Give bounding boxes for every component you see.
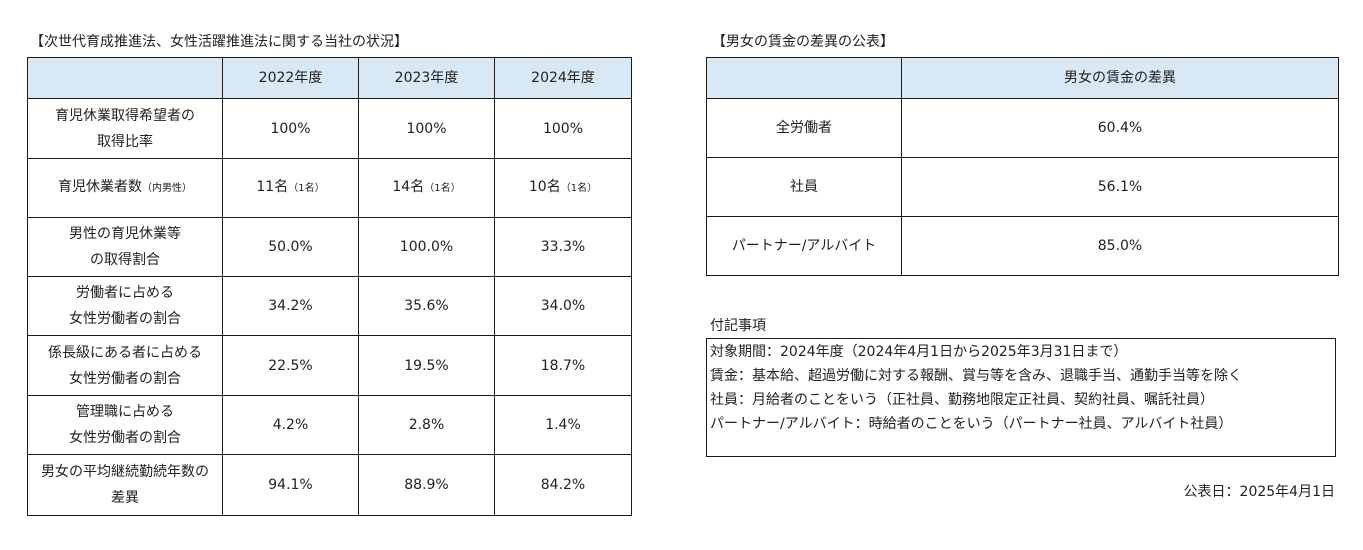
value-cell: 100% <box>222 98 359 159</box>
value-cell: 60.4% <box>901 98 1339 158</box>
table-row: 全労働者 60.4% <box>706 98 1339 158</box>
row-label: パートナー/アルバイト <box>706 216 902 276</box>
value-cell: 50.0% <box>222 217 359 277</box>
value-cell: 85.0% <box>901 216 1339 276</box>
header-2023: 2023年度 <box>358 57 495 99</box>
value-cell: 56.1% <box>901 157 1339 217</box>
value-cell: 100% <box>358 98 495 159</box>
table-row: 男性の育児休業等 の取得割合 50.0% 100.0% 33.3% <box>27 217 632 277</box>
publication-date: 公表日：2025年4月1日 <box>1183 484 1335 500</box>
left-table-title: 【次世代育成推進法、女性活躍推進法に関する当社の状況】 <box>30 34 408 50</box>
company-status-table: 2022年度 2023年度 2024年度 育児休業取得希望者の 取得比率 100%… <box>27 57 632 516</box>
value-cell: 100.0% <box>358 217 495 277</box>
header-row: 2022年度 2023年度 2024年度 <box>27 57 632 99</box>
notes-box: 対象期間：2024年度（2024年4月1日から2025年3月31日まで） 賃金：… <box>706 338 1336 457</box>
row-label: 管理職に占める 女性労働者の割合 <box>27 395 223 455</box>
value-cell: 22.5% <box>222 335 359 396</box>
header-blank-cell <box>706 57 902 99</box>
value-cell: 4.2% <box>222 395 359 455</box>
header-wage-gap: 男女の賃金の差異 <box>901 57 1339 99</box>
row-label: 男性の育児休業等 の取得割合 <box>27 217 223 277</box>
table-row: 育児休業者数（内男性） 11名（1名） 14名（1名） 10名（1名） <box>27 158 632 218</box>
table-row: 社員 56.1% <box>706 157 1339 217</box>
note-line: 賃金：基本給、超過労働に対する報酬、賞与等を含み、退職手当、通勤手当等を除く <box>710 368 1242 384</box>
value-cell: 18.7% <box>494 335 632 396</box>
row-label: 労働者に占める 女性労働者の割合 <box>27 276 223 336</box>
row-label: 男女の平均継続勤続年数の 差異 <box>27 454 223 516</box>
value-cell: 94.1% <box>222 454 359 516</box>
note-line: 社員：月給者のことをいう（正社員、勤務地限定正社員、契約社員、嘱託社員） <box>710 392 1214 408</box>
value-cell: 2.8% <box>358 395 495 455</box>
table-row: 男女の平均継続勤続年数の 差異 94.1% 88.9% 84.2% <box>27 454 632 516</box>
right-table-title: 【男女の賃金の差異の公表】 <box>712 34 894 50</box>
value-cell: 33.3% <box>494 217 632 277</box>
table-row: 育児休業取得希望者の 取得比率 100% 100% 100% <box>27 98 632 159</box>
value-cell: 100% <box>494 98 632 159</box>
value-cell: 84.2% <box>494 454 632 516</box>
value-cell: 11名（1名） <box>222 158 359 218</box>
value-cell: 1.4% <box>494 395 632 455</box>
header-2024: 2024年度 <box>494 57 632 99</box>
value-cell: 88.9% <box>358 454 495 516</box>
notes-title: 付記事項 <box>710 318 766 334</box>
header-blank-cell <box>27 57 223 99</box>
value-cell: 35.6% <box>358 276 495 336</box>
table-row: 係長級にある者に占める 女性労働者の割合 22.5% 19.5% 18.7% <box>27 335 632 396</box>
row-label: 全労働者 <box>706 98 902 158</box>
note-line: 対象期間：2024年度（2024年4月1日から2025年3月31日まで） <box>710 344 1128 360</box>
note-line: パートナー/アルバイト：時給者のことをいう（パートナー社員、アルバイト社員） <box>710 416 1233 432</box>
row-label: 係長級にある者に占める 女性労働者の割合 <box>27 335 223 396</box>
row-label: 育児休業者数（内男性） <box>27 158 223 218</box>
header-2022: 2022年度 <box>222 57 359 99</box>
value-cell: 34.2% <box>222 276 359 336</box>
value-cell: 14名（1名） <box>358 158 495 218</box>
value-cell: 19.5% <box>358 335 495 396</box>
wage-gap-table: 男女の賃金の差異 全労働者 60.4% 社員 56.1% パートナー/アルバイト… <box>706 57 1339 276</box>
header-row: 男女の賃金の差異 <box>706 57 1339 99</box>
row-label: 社員 <box>706 157 902 217</box>
table-row: 管理職に占める 女性労働者の割合 4.2% 2.8% 1.4% <box>27 395 632 455</box>
value-cell: 10名（1名） <box>494 158 632 218</box>
table-row: パートナー/アルバイト 85.0% <box>706 216 1339 276</box>
row-label: 育児休業取得希望者の 取得比率 <box>27 98 223 159</box>
value-cell: 34.0% <box>494 276 632 336</box>
table-row: 労働者に占める 女性労働者の割合 34.2% 35.6% 34.0% <box>27 276 632 336</box>
